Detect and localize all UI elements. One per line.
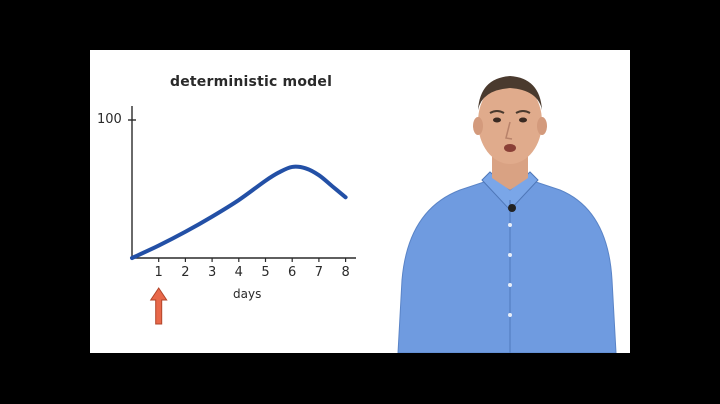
chart-title: deterministic model: [170, 74, 333, 90]
presenter: [397, 76, 617, 353]
nose: [505, 121, 513, 140]
shirt-button: [508, 253, 512, 257]
x-tick-labels: 1 2 3 4 5 6 7 8: [155, 265, 350, 280]
right-eye: [519, 117, 527, 123]
lapel-microphone: [508, 204, 516, 212]
x-tick-label: 5: [261, 265, 269, 280]
y-tick-label-100: 100: [97, 112, 122, 127]
shirt-button: [508, 313, 512, 317]
x-ticks: [158, 258, 347, 262]
x-axis-label: days: [233, 287, 262, 301]
chart-canvas: 1 2 3 4 5 6 7 8: [128, 106, 356, 325]
left-eyebrow: [489, 110, 505, 114]
right-eyebrow: [515, 110, 531, 114]
x-tick-label: 1: [155, 265, 163, 280]
x-tick-label: 2: [181, 265, 189, 280]
arrow-annotation: [149, 287, 168, 325]
series-line: [130, 164, 348, 260]
lecture-video: deterministic model 100 days 1 2 3 4 5 6 7 8: [90, 50, 630, 353]
x-tick-label: 3: [208, 265, 216, 280]
shirt-button: [508, 223, 512, 227]
x-tick-label: 6: [288, 265, 296, 280]
hair: [478, 76, 542, 110]
x-tick-label: 8: [341, 265, 349, 280]
mouth: [504, 144, 516, 152]
x-tick-label: 4: [235, 265, 243, 280]
x-tick-label: 7: [315, 265, 323, 280]
right-ear: [537, 117, 547, 135]
shirt-button: [508, 283, 512, 287]
left-eye: [493, 117, 501, 123]
left-ear: [473, 117, 483, 135]
